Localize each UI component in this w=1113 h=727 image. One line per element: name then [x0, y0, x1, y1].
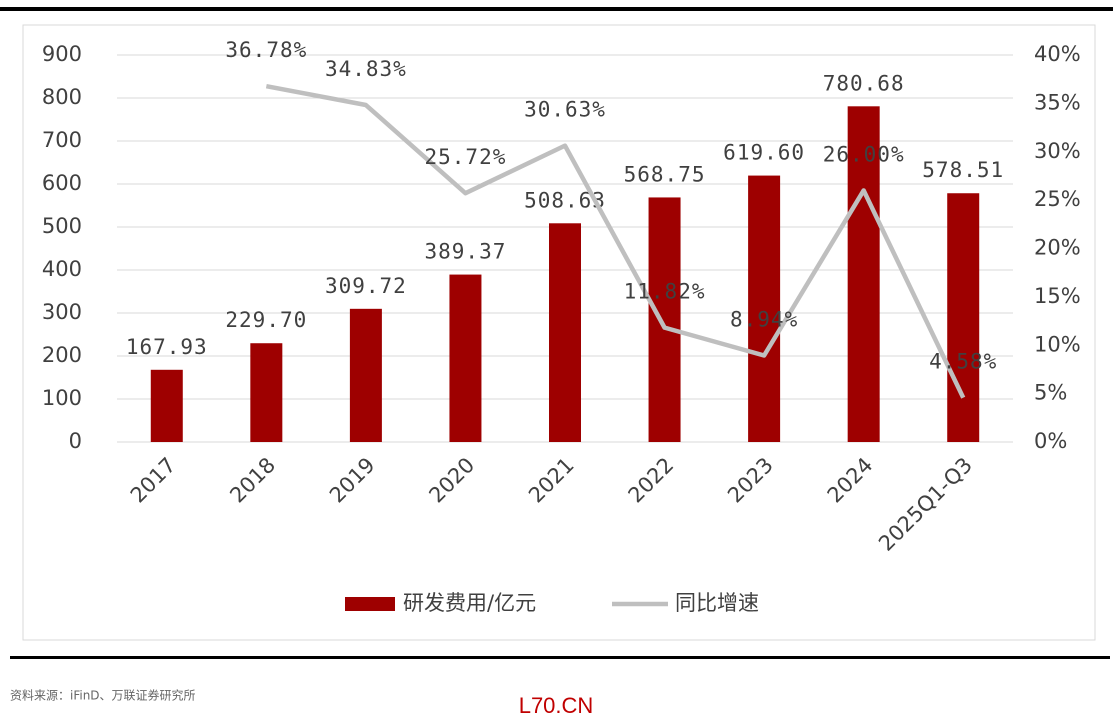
bar	[549, 223, 581, 442]
y2-tick-label: 5%	[1034, 381, 1067, 405]
legend-swatch	[345, 597, 395, 611]
x-tick-label: 2023	[723, 453, 778, 508]
x-tick-label: 2024	[823, 453, 878, 508]
chart: 0 100 200 300 400 500 600 700 800 900 0% 5% 10% 15% 20…	[42, 38, 1081, 615]
bar	[748, 175, 781, 442]
bar-value-label: 229.70	[225, 308, 307, 332]
y-tick-label: 100	[42, 386, 82, 410]
y2-tick-label: 10%	[1034, 332, 1081, 356]
bar	[250, 343, 283, 442]
top-rule	[0, 7, 1113, 11]
x-tick-label: 2017	[126, 453, 181, 508]
line-value-label: 26.00%	[823, 142, 905, 166]
x-tick-label: 2019	[325, 453, 380, 508]
bar	[449, 274, 482, 442]
y2-tick-label: 20%	[1034, 236, 1081, 260]
x-tick-label: 2025Q1-Q3	[874, 453, 977, 556]
y-tick-label: 300	[42, 300, 82, 324]
bottom-rule	[10, 656, 1110, 659]
y-tick-label: 900	[42, 42, 82, 66]
bar	[847, 106, 880, 442]
x-tick-label: 2018	[225, 453, 280, 508]
line-value-label: 30.63%	[524, 98, 606, 122]
x-tick-label: 2022	[624, 453, 679, 508]
legend-label: 同比增速	[675, 591, 759, 615]
bar	[349, 308, 382, 442]
bar-value-label: 309.72	[325, 274, 407, 298]
y-tick-label: 0	[69, 429, 82, 453]
y-tick-label: 200	[42, 343, 82, 367]
line-value-label: 8.94%	[730, 308, 798, 332]
bar	[150, 369, 183, 442]
y-tick-label: 600	[42, 171, 82, 195]
source: 资料来源：iFinD、万联证券研究所	[10, 688, 196, 703]
bar-value-label: 389.37	[425, 240, 507, 264]
line-value-label: 4.58%	[929, 350, 997, 374]
y2-tick-label: 35%	[1034, 90, 1081, 114]
legend-label: 研发费用/亿元	[403, 591, 536, 615]
x-tick-label: 2020	[424, 453, 479, 508]
watermark: L70.CN	[519, 693, 594, 718]
bar-value-label: 780.68	[823, 71, 905, 95]
y-tick-label: 700	[42, 128, 82, 152]
y2-tick-label: 25%	[1034, 187, 1081, 211]
bar-value-label: 167.93	[126, 335, 208, 359]
y-tick-label: 500	[42, 214, 82, 238]
bar	[947, 193, 980, 442]
y2-tick-label: 15%	[1034, 284, 1081, 308]
line	[265, 83, 966, 399]
y2-tick-label: 30%	[1034, 139, 1081, 163]
line-value-label: 25.72%	[425, 145, 507, 169]
y-tick-label: 800	[42, 85, 82, 109]
bar	[648, 197, 681, 442]
bar-value-label: 619.60	[723, 141, 805, 165]
chart-frame	[22, 24, 1096, 641]
y2-tick-label: 0%	[1034, 429, 1067, 453]
bar-value-label: 568.75	[624, 162, 706, 186]
bar-value-label: 578.51	[922, 158, 1004, 182]
y2-tick-label: 40%	[1034, 42, 1081, 66]
line-value-label: 34.83%	[325, 57, 407, 81]
x-tick-label: 2021	[524, 453, 579, 508]
line-value-label: 36.78%	[225, 38, 307, 62]
y-tick-label: 400	[42, 257, 82, 281]
line-value-label: 11.82%	[624, 280, 706, 304]
